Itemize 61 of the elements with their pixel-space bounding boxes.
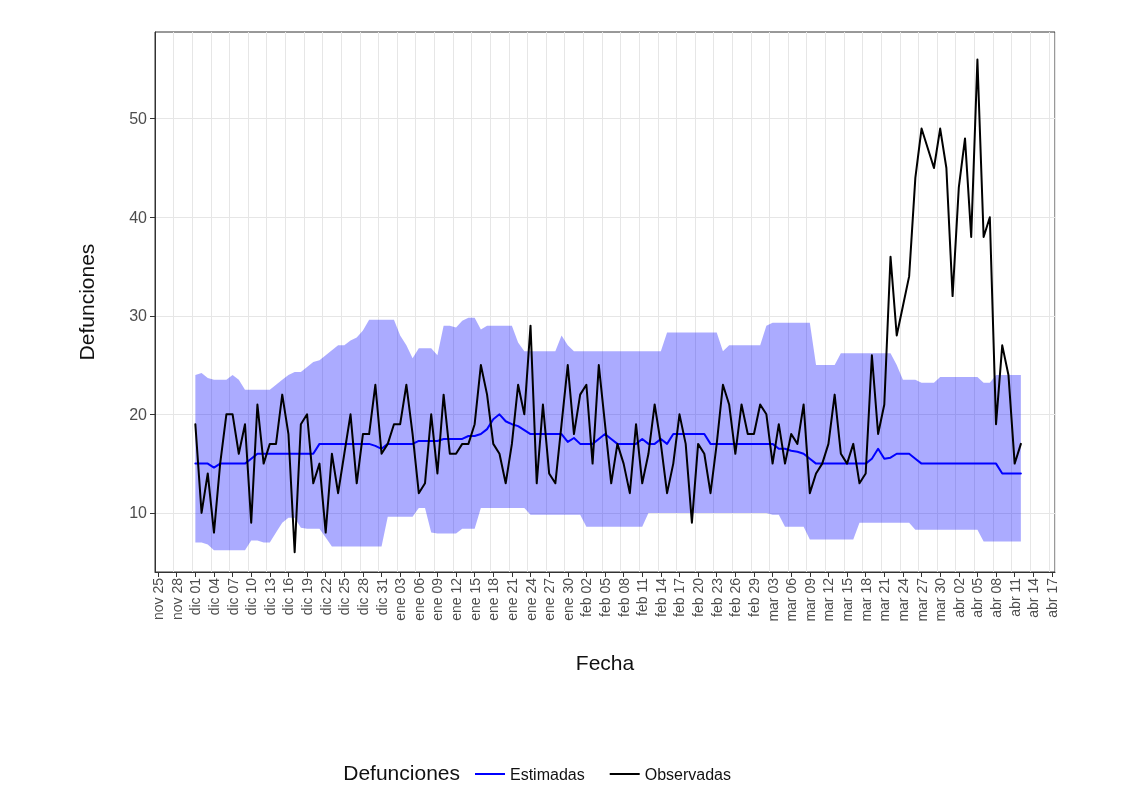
- x-tick-label: abr 14: [1025, 577, 1042, 618]
- x-tick-label: abr 17: [1043, 577, 1060, 618]
- x-tick-label: feb 14: [652, 577, 669, 617]
- x-tick-label: mar 03: [764, 577, 781, 622]
- y-tick-label: 50: [129, 110, 148, 128]
- x-tick-label: ene 12: [448, 577, 465, 621]
- x-tick-label: mar 18: [857, 577, 874, 622]
- x-tick-label: ene 27: [541, 577, 558, 621]
- x-tick-label: ene 30: [559, 577, 576, 621]
- y-tick-label: 40: [129, 208, 148, 226]
- x-tick-label: abr 05: [969, 577, 986, 618]
- x-tick-label: ene 21: [503, 577, 520, 621]
- x-tick-label: feb 11: [634, 577, 651, 616]
- x-tick-label: nov 28: [168, 577, 185, 621]
- x-tick-label: abr 02: [950, 577, 967, 618]
- x-tick-label: feb 20: [690, 577, 707, 617]
- x-tick-label: dic 19: [299, 577, 316, 616]
- x-tick-label: dic 01: [187, 577, 204, 616]
- legend-title: Defunciones: [343, 760, 460, 784]
- x-axis-title: Fecha: [575, 651, 635, 674]
- x-tick-label: mar 12: [820, 577, 837, 622]
- x-tick-label: mar 06: [783, 577, 800, 622]
- x-tick-label: dic 31: [373, 577, 390, 616]
- x-tick-label: mar 27: [913, 577, 930, 622]
- x-tick-label: dic 28: [354, 577, 371, 616]
- x-tick-label: dic 22: [317, 577, 334, 616]
- line-series: [194, 413, 1022, 475]
- x-tick-label: nov 25: [150, 577, 167, 621]
- x-tick-label: ene 09: [429, 577, 446, 621]
- x-tick-label: feb 26: [727, 577, 744, 617]
- y-tick-label: 30: [129, 307, 148, 325]
- x-tick-label: feb 02: [578, 577, 595, 617]
- x-tick-label: dic 25: [336, 577, 353, 616]
- x-tick-label: ene 24: [522, 577, 539, 621]
- x-tick-label: ene 15: [466, 577, 483, 621]
- legend-label: Estimadas: [510, 765, 585, 783]
- y-axis-title: Defunciones: [75, 243, 98, 361]
- x-tick-label: mar 21: [876, 577, 893, 622]
- x-tick-label: dic 07: [224, 577, 241, 616]
- x-tick-label: ene 03: [392, 577, 409, 621]
- x-tick-label: mar 30: [932, 577, 949, 622]
- x-tick-label: feb 23: [708, 577, 725, 617]
- x-tick-label: mar 24: [894, 577, 911, 622]
- x-tick-label: mar 09: [801, 577, 818, 622]
- line-series: [194, 58, 1022, 554]
- legend-label: Observadas: [644, 765, 731, 783]
- x-tick-label: feb 29: [745, 577, 762, 617]
- x-tick-label: dic 16: [280, 577, 297, 616]
- x-tick-label: feb 17: [671, 577, 688, 617]
- x-tick-label: mar 15: [839, 577, 856, 622]
- x-tick-label: dic 04: [205, 577, 222, 616]
- x-tick-label: feb 05: [597, 577, 613, 617]
- x-tick-label: feb 08: [615, 577, 632, 617]
- x-tick-label: ene 06: [410, 577, 427, 621]
- x-tick-label: dic 13: [261, 577, 278, 616]
- x-tick-label: abr 11: [1006, 577, 1023, 617]
- x-tick-label: ene 18: [485, 577, 502, 621]
- y-tick-label: 20: [129, 405, 148, 423]
- y-tick-label: 10: [129, 504, 148, 522]
- x-tick-label: abr 08: [988, 577, 1005, 618]
- x-tick-label: dic 10: [243, 577, 260, 616]
